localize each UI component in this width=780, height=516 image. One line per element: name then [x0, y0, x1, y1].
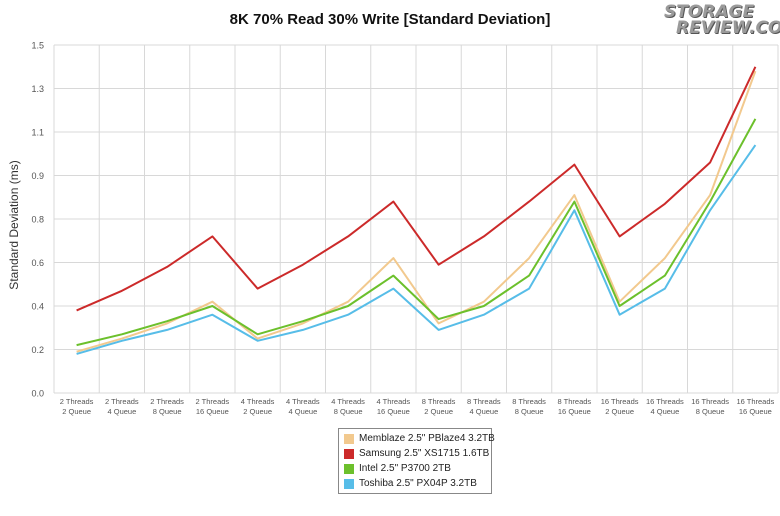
x-tick-label: 4 Queue	[288, 407, 317, 416]
y-axis-label: Standard Deviation (ms)	[7, 160, 21, 289]
x-tick-label: 2 Threads	[150, 397, 184, 406]
x-tick-label: 2 Queue	[424, 407, 453, 416]
x-tick-label: 8 Queue	[696, 407, 725, 416]
x-tick-label: 2 Threads	[105, 397, 139, 406]
x-tick-label: 8 Queue	[153, 407, 182, 416]
legend-swatch	[344, 478, 354, 489]
y-tick-label: 1.5	[31, 41, 44, 51]
legend-item: Toshiba 2.5" PX04P 3.2TB	[344, 476, 486, 491]
x-tick-label: 2 Queue	[243, 407, 272, 416]
series-lines	[76, 66, 757, 355]
legend-label: Toshiba 2.5" PX04P 3.2TB	[359, 478, 477, 489]
grid	[53, 44, 779, 394]
y-tick-label: 1.3	[31, 84, 44, 94]
legend-label: Intel 2.5" P3700 2TB	[359, 463, 451, 474]
x-tick-label: 8 Threads	[512, 397, 546, 406]
x-tick-label: 4 Queue	[107, 407, 136, 416]
x-tick-label: 8 Queue	[515, 407, 544, 416]
legend-swatch	[344, 448, 354, 459]
y-tick-label: 0.2	[31, 345, 44, 355]
x-tick-label: 4 Threads	[331, 397, 365, 406]
legend-item: Memblaze 2.5" PBlaze4 3.2TB	[344, 431, 495, 446]
series-line-1	[76, 66, 757, 312]
x-tick-label: 16 Queue	[196, 407, 229, 416]
legend-item: Intel 2.5" P3700 2TB	[344, 461, 486, 476]
x-tick-label: 16 Threads	[601, 397, 639, 406]
x-tick-label: 8 Threads	[422, 397, 456, 406]
x-tick-label: 16 Queue	[377, 407, 410, 416]
x-tick-label: 2 Threads	[60, 397, 94, 406]
x-tick-label: 4 Queue	[469, 407, 498, 416]
y-tick-label: 0.0	[31, 389, 44, 399]
y-tick-label: 1.1	[31, 128, 44, 138]
y-tick-label: 0.9	[31, 171, 44, 181]
x-tick-label: 4 Queue	[650, 407, 679, 416]
x-tick-label: 4 Threads	[286, 397, 320, 406]
legend-swatch	[344, 463, 354, 474]
legend-item: Samsung 2.5" XS1715 1.6TB	[344, 446, 490, 461]
x-tick-label: 2 Queue	[605, 407, 634, 416]
x-tick-label: 16 Threads	[691, 397, 729, 406]
x-tick-label: 2 Queue	[62, 407, 91, 416]
x-tick-label: 8 Threads	[558, 397, 592, 406]
legend-label: Samsung 2.5" XS1715 1.6TB	[359, 448, 490, 459]
x-tick-label: 2 Threads	[196, 397, 230, 406]
x-tick-label: 16 Threads	[736, 397, 774, 406]
x-tick-label: 8 Queue	[334, 407, 363, 416]
x-tick-label: 16 Threads	[646, 397, 684, 406]
legend-swatch	[344, 433, 354, 444]
legend-label: Memblaze 2.5" PBlaze4 3.2TB	[359, 433, 495, 444]
y-tick-label: 0.4	[31, 302, 44, 312]
series-line-3	[76, 144, 757, 355]
logo-line-2: REVIEW.COM	[676, 18, 780, 38]
storagereview-logo: STORAGE REVIEW.COM	[664, 2, 780, 38]
series-line-2	[76, 118, 757, 347]
legend: Memblaze 2.5" PBlaze4 3.2TB Samsung 2.5" …	[338, 428, 495, 494]
x-tick-label: 4 Threads	[241, 397, 275, 406]
x-tick-label: 8 Threads	[467, 397, 501, 406]
chart-title: 8K 70% Read 30% Write [Standard Deviatio…	[229, 11, 551, 28]
y-tick-label: 0.6	[31, 258, 44, 268]
x-tick-label: 16 Queue	[558, 407, 591, 416]
y-tick-label: 0.8	[31, 215, 44, 225]
logo-line-1: STORAGE	[664, 2, 755, 22]
x-tick-label: 16 Queue	[739, 407, 772, 416]
x-tick-label: 4 Threads	[377, 397, 411, 406]
